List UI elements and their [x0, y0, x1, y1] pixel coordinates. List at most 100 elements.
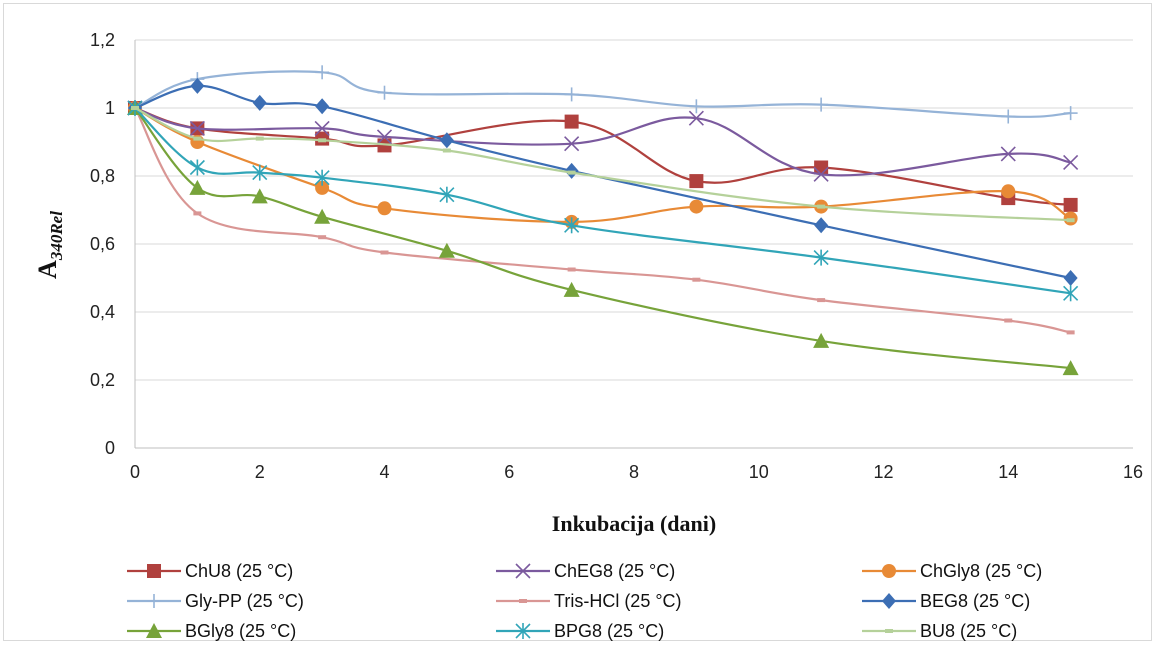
y-tick-labels: 0 0,2 0,4 0,6 0,8 1 1,2 [90, 30, 115, 458]
series-6 [128, 77, 1078, 286]
data-point [189, 159, 205, 176]
data-point [689, 199, 704, 214]
data-point [817, 204, 826, 209]
legend-swatch-marker [147, 564, 161, 578]
data-point [376, 129, 393, 145]
legend-swatch-marker [885, 629, 893, 633]
legend-label: BU8 (25 °C) [920, 621, 1017, 641]
y-axis-label: A340Rel [33, 211, 66, 279]
legend-item: Tris-HCl (25 °C) [496, 591, 682, 611]
legend-swatch-marker [515, 623, 531, 639]
legend-swatch-marker [882, 593, 896, 609]
data-point [377, 85, 392, 100]
data-point [193, 211, 202, 216]
x-tick-label: 4 [379, 462, 389, 482]
data-point [251, 188, 268, 204]
x-tick-label: 10 [749, 462, 769, 482]
data-point [817, 298, 826, 303]
legend-label: ChEG8 (25 °C) [554, 561, 675, 581]
x-tick-label: 16 [1123, 462, 1143, 482]
legend-item: BEG8 (25 °C) [862, 591, 1030, 611]
x-tick-label: 0 [130, 462, 140, 482]
legend-swatch-marker [146, 623, 162, 638]
data-point [314, 208, 331, 224]
data-point [567, 267, 576, 272]
data-point [190, 77, 205, 94]
data-point [318, 235, 327, 240]
y-tick-label: 0,2 [90, 370, 115, 390]
y-axis-label-sub: 340Rel [47, 211, 66, 261]
series-line [134, 106, 1071, 206]
data-point [189, 120, 205, 136]
y-tick-label: 0 [105, 438, 115, 458]
data-point [315, 65, 330, 80]
data-point [564, 217, 580, 234]
data-point [1063, 270, 1078, 286]
data-point [813, 332, 830, 348]
data-point [1001, 184, 1016, 199]
data-point [439, 132, 454, 149]
data-point [563, 281, 580, 297]
data-point [314, 120, 330, 136]
legend-label: ChU8 (25 °C) [185, 561, 293, 581]
data-point [318, 138, 327, 143]
data-point [1063, 197, 1078, 212]
data-point [255, 136, 264, 141]
legend-item: BGly8 (25 °C) [127, 621, 296, 641]
x-tick-label: 14 [998, 462, 1018, 482]
data-point [1063, 106, 1078, 121]
data-point [315, 180, 330, 195]
data-point [252, 94, 267, 111]
y-tick-label: 1,2 [90, 30, 115, 50]
series-line [134, 107, 1071, 370]
legend-label: BEG8 (25 °C) [920, 591, 1030, 611]
data-point [813, 166, 829, 182]
chart-frame [3, 3, 1152, 641]
data-point [814, 97, 829, 112]
data-point [564, 87, 579, 102]
data-point [814, 217, 829, 234]
legend-swatch-marker [519, 599, 527, 603]
data-point [688, 110, 704, 126]
data-point [380, 250, 389, 255]
data-point [1066, 330, 1075, 335]
series-line [134, 70, 1071, 118]
data-point [692, 277, 701, 282]
data-point [377, 201, 392, 216]
legend-label: Tris-HCl (25 °C) [554, 591, 682, 611]
series-line [134, 84, 1071, 280]
legend-label: BPG8 (25 °C) [554, 621, 664, 641]
data-point [131, 106, 139, 110]
data-point [442, 148, 451, 153]
data-point [315, 98, 330, 115]
x-tick-labels: 0 2 4 6 8 10 12 14 16 [130, 462, 1143, 482]
legend-item: BPG8 (25 °C) [496, 621, 664, 641]
series-9 [131, 106, 1075, 223]
series-layer [127, 65, 1079, 376]
data-point [1066, 218, 1075, 223]
data-point [1000, 146, 1016, 162]
legend-item: BU8 (25 °C) [862, 621, 1017, 641]
series-line [134, 107, 1071, 222]
legend-swatch-marker [147, 594, 161, 608]
legend-item: ChEG8 (25 °C) [496, 561, 675, 581]
data-point [189, 179, 206, 195]
data-point [1001, 109, 1016, 124]
y-tick-label: 0,8 [90, 166, 115, 186]
x-axis-label: Inkubacija (dani) [552, 511, 716, 536]
y-axis-label-main: A [33, 260, 62, 279]
data-point [1062, 360, 1079, 376]
legend-item: ChU8 (25 °C) [127, 561, 293, 581]
data-point [567, 170, 576, 175]
data-point [1063, 285, 1079, 302]
data-point [564, 114, 579, 129]
legend-swatch-marker [515, 563, 531, 579]
legend-item: ChGly8 (25 °C) [862, 561, 1042, 581]
legend: ChU8 (25 °C) ChEG8 (25 °C) ChGly8 (25 °C) G… [127, 561, 1042, 641]
data-point [689, 174, 704, 189]
series-line [134, 106, 1071, 177]
x-tick-label: 6 [504, 462, 514, 482]
x-tick-label: 2 [255, 462, 265, 482]
legend-swatch-marker [882, 564, 896, 578]
x-tick-label: 8 [629, 462, 639, 482]
